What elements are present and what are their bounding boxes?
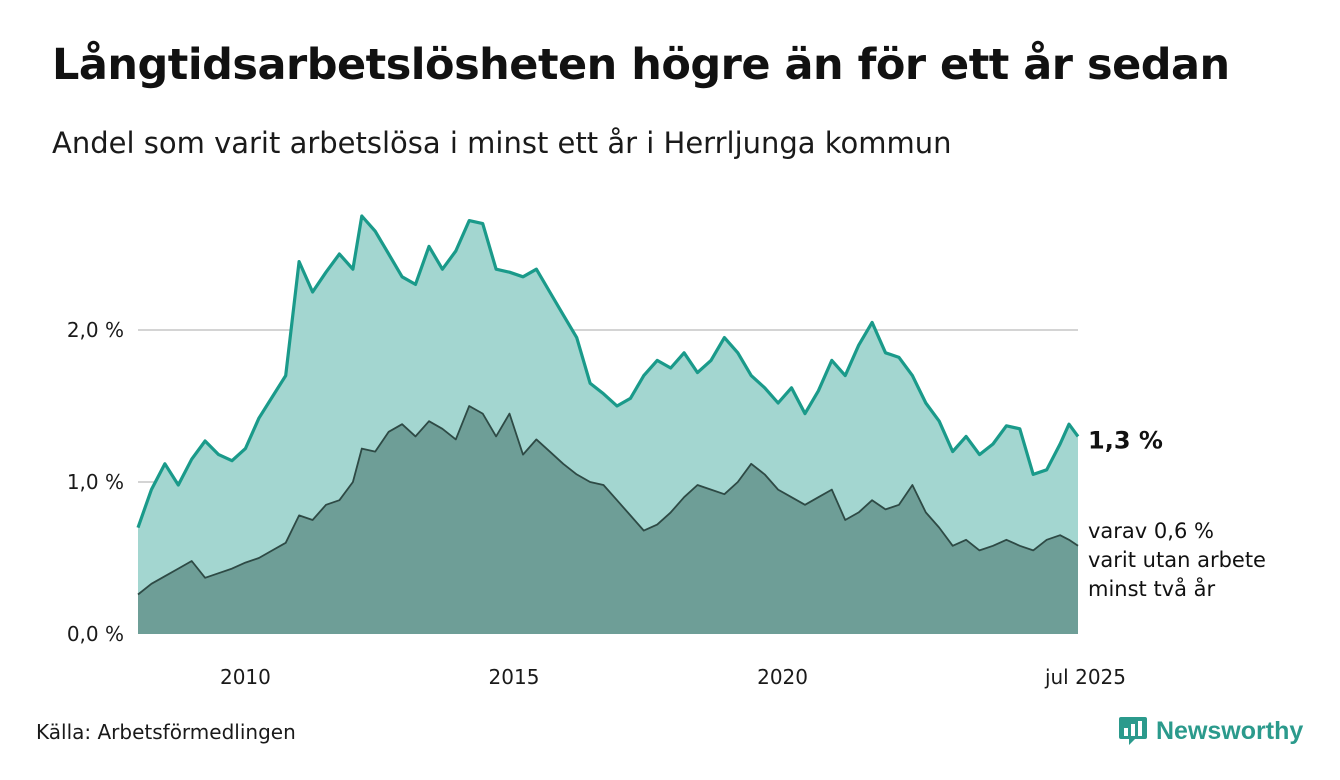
y-tick-label: 1,0 % [67, 470, 124, 494]
long-unemployment-line [136, 214, 1080, 529]
chart-subtitle: Andel som varit arbetslösa i minst ett å… [52, 126, 952, 160]
very-long-unemployment-line [137, 405, 1079, 596]
newsworthy-logo[interactable]: Newsworthy [1118, 714, 1303, 748]
x-tick-label: 2010 [220, 665, 271, 689]
very-long-unemployment-area [138, 406, 1078, 634]
x-tick-label: 2015 [489, 665, 540, 689]
brand-name: Newsworthy [1156, 716, 1304, 745]
newsworthy-chart-icon [1119, 717, 1147, 745]
y-tick-label: 0,0 % [67, 622, 124, 646]
end-label-sub-line-3: minst två år [1088, 576, 1216, 601]
x-tick-label: jul 2025 [1044, 665, 1126, 689]
chart-title: Långtidsarbetslösheten högre än för ett … [52, 40, 1230, 90]
y-tick-label: 2,0 % [67, 318, 124, 342]
end-label-total: 1,3 % [1088, 426, 1163, 454]
x-axis-ticks: 2010 2015 2020 jul 2025 [220, 665, 1126, 689]
end-label-sub-line-2: varit utan arbete [1088, 548, 1266, 572]
source-note: Källa: Arbetsförmedlingen [36, 720, 296, 744]
end-label-sub-line-1: varav 0,6 % [1088, 519, 1214, 543]
y-axis-ticks: 0,0 % 1,0 % 2,0 % [67, 318, 124, 646]
x-tick-label: 2020 [757, 665, 808, 689]
